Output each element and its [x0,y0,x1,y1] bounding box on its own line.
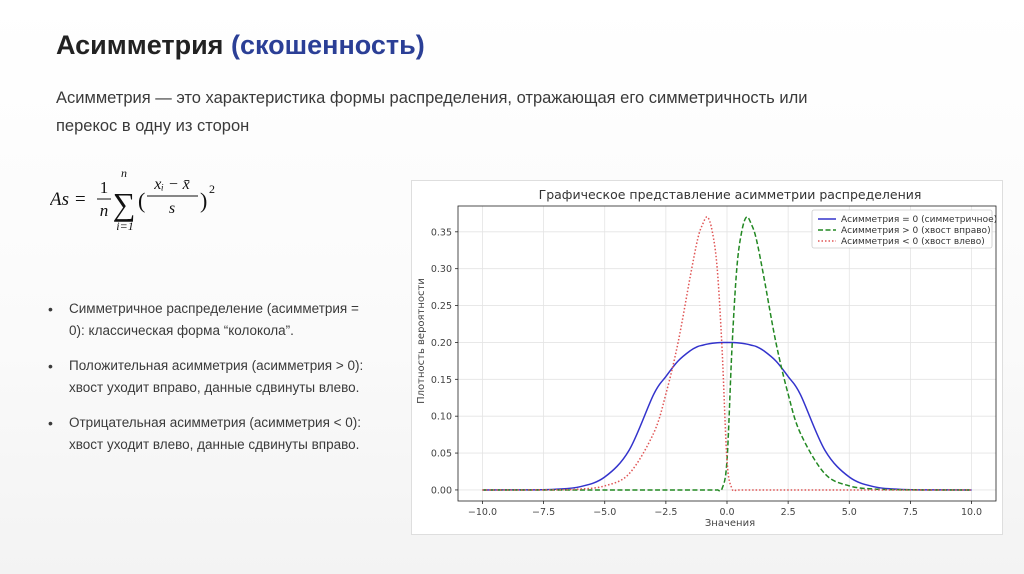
formula-frac-num: 1 [100,178,109,197]
y-tick-label: 0.05 [431,449,452,460]
sigma-icon: ∑ [113,186,136,222]
formula-frac-den: n [100,201,109,220]
formula-sum-bottom: i=1 [116,219,133,233]
y-tick-label: 0.30 [431,264,452,275]
title-accent: (скошенность) [230,30,425,60]
formula-inner-den: s [169,200,175,217]
x-tick-label: −7.5 [532,507,555,518]
formula-inner-num: xᵢ − x̄ [153,176,190,193]
bullet-list: • Симметричное распределение (асимметрия … [48,298,378,469]
y-tick-label: 0.10 [431,412,452,423]
legend-label: Асимметрия = 0 (симметричное) [841,215,997,225]
formula-lhs: As = [50,189,87,210]
x-tick-label: −2.5 [654,507,677,518]
bullet-item: • Положительная асимметрия (асимметрия > … [48,355,378,399]
x-tick-label: 0.0 [719,507,734,518]
series-line-3 [482,216,972,492]
y-tick-label: 0.15 [431,375,452,386]
x-tick-label: 7.5 [903,507,918,518]
y-tick-label: 0.35 [431,227,452,238]
axis-ticks: −10.0 −7.5 −5.0 −2.5 0.0 2.5 5.0 7.5 10.0 0.00 0.0… [431,227,982,518]
series-line-2 [482,216,972,492]
bullet-item: • Отрицательная асимметрия (асимметрия < … [48,412,378,456]
skewness-chart: Графическое представление асимметрии рас… [411,180,1003,535]
formula-sum-top: n [121,166,127,180]
title-main: Асимметрия [56,30,224,60]
bullet-marker: • [48,301,53,317]
bullet-item: • Симметричное распределение (асимметрия … [48,298,378,342]
chart-svg: Графическое представление асимметрии рас… [416,187,997,529]
legend-label: Асимметрия < 0 (хвост влево) [841,237,985,247]
series-line-1 [482,341,972,491]
formula-close-paren: ) [200,188,207,213]
x-tick-label: 5.0 [842,507,857,518]
legend-box [811,209,993,249]
bullet-text: Отрицательная асимметрия (асимметрия < 0… [69,415,362,452]
chart-title: Графическое представление асимметрии рас… [539,187,922,202]
formula-power: 2 [209,182,215,196]
x-tick-label: 10.0 [961,507,982,518]
bullet-marker: • [48,358,53,374]
y-tick-label: 0.20 [431,338,452,349]
bullet-text: Положительная асимметрия (асимметрия > 0… [69,358,364,395]
y-tick-label: 0.00 [431,485,452,496]
x-tick-label: −10.0 [468,507,497,518]
x-tick-label: 2.5 [781,507,796,518]
x-tick-label: −5.0 [593,507,616,518]
series-lines [482,216,972,492]
intro-paragraph: Асимметрия — это характеристика формы ра… [56,89,808,135]
bullet-marker: • [48,415,53,431]
y-axis-label: Плотность вероятности [416,278,427,404]
skewness-formula: As = 1 n n ∑ i=1 ( xᵢ − x̄ s ) 2 [50,166,215,233]
bullet-text: Симметричное распределение (асимметрия =… [69,301,359,338]
legend-label: Асимметрия > 0 (хвост вправо) [841,226,991,236]
legend: Асимметрия = 0 (симметричное)Асимметрия … [811,209,997,249]
x-axis-label: Значения [705,518,755,529]
slide-title: Асимметрия (скошенность) [56,30,425,61]
formula-open-paren: ( [138,188,145,213]
y-tick-label: 0.25 [431,301,452,312]
